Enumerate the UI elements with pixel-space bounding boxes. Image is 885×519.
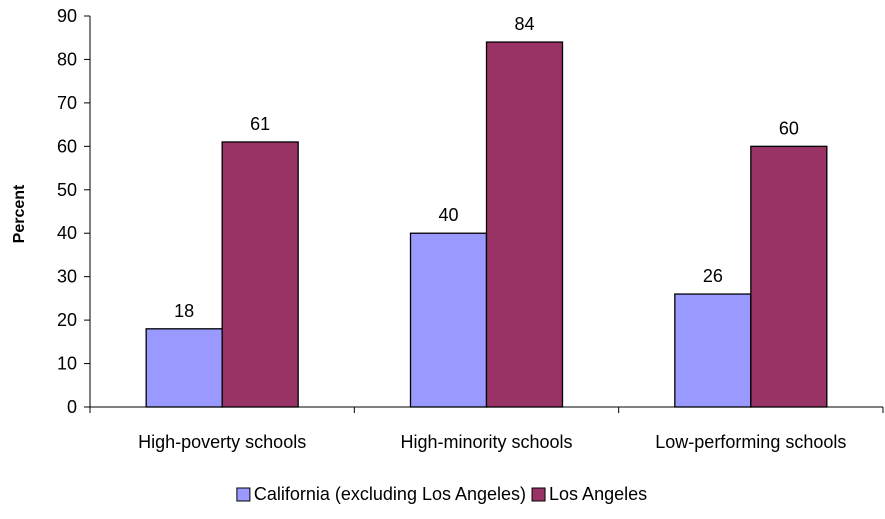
data-label: 18 (174, 301, 194, 321)
y-tick-label: 70 (57, 93, 77, 113)
y-tick-label: 20 (57, 310, 77, 330)
data-label: 26 (703, 266, 723, 286)
x-axis: High-poverty schools High-minority school… (89, 406, 884, 452)
x-category-label: Low-performing schools (655, 432, 846, 452)
data-label: 60 (779, 118, 799, 138)
bar-california (674, 293, 752, 408)
y-tick-label: 50 (57, 180, 77, 200)
y-tick-label: 90 (57, 6, 77, 26)
y-tick-label: 40 (57, 223, 77, 243)
y-axis: 0 10 20 30 40 50 60 70 80 90 (57, 6, 91, 417)
legend-label: Los Angeles (549, 484, 647, 504)
legend: California (excluding Los Angeles) Los An… (236, 484, 647, 504)
legend-swatch-los-angeles (531, 487, 546, 502)
data-label: 84 (514, 14, 534, 34)
y-axis-label: Percent (11, 184, 28, 243)
legend-swatch-california (236, 487, 251, 502)
y-tick-label: 0 (67, 397, 77, 417)
y-tick-label: 30 (57, 267, 77, 287)
bar-los-angeles (485, 41, 564, 408)
bar-california (409, 232, 488, 408)
x-category-label: High-poverty schools (138, 432, 306, 452)
bars: 18 61 40 84 26 60 (145, 14, 828, 408)
data-label: 61 (250, 114, 270, 134)
y-tick-label: 80 (57, 49, 77, 69)
bar-los-angeles (750, 145, 828, 408)
bar-los-angeles (221, 141, 299, 408)
bar-california (145, 328, 223, 408)
x-category-label: High-minority schools (400, 432, 572, 452)
data-label: 40 (438, 205, 458, 225)
legend-label: California (excluding Los Angeles) (254, 484, 526, 504)
y-tick-label: 10 (57, 354, 77, 374)
y-tick-label: 60 (57, 136, 77, 156)
